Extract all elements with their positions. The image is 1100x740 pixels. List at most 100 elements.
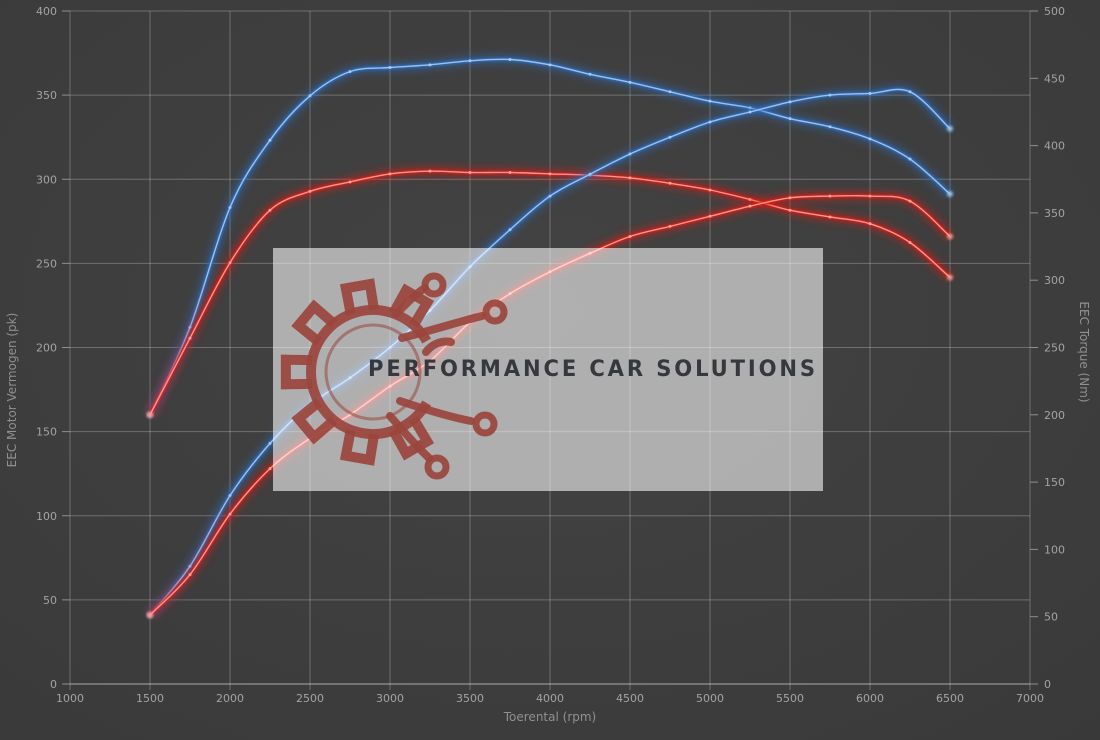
data-point [468,59,472,63]
watermark: PERFORMANCE CAR SOLUTIONS [273,248,823,491]
data-point [428,169,432,173]
curve-core [149,58,951,416]
y-left-tick-label: 0 [50,678,57,691]
y-left-tick-label: 100 [36,510,57,523]
data-point [348,70,352,74]
circuit-trace [422,337,455,356]
y-right-tick-label: 350 [1044,207,1065,220]
gear-tooth [339,428,380,466]
y-right-tick-label: 200 [1044,409,1065,422]
data-point [708,188,712,192]
data-point [628,176,632,180]
gear-ring [305,305,432,439]
x-tick-label: 1500 [136,692,164,705]
y-right-tick-label: 300 [1044,274,1065,287]
gear-tooth [291,398,338,445]
data-point [868,222,872,226]
data-point [788,208,792,212]
data-point [188,573,192,577]
data-point [228,261,232,265]
data-point [508,228,512,232]
data-point [268,441,272,445]
x-tick-label: 5000 [696,692,724,705]
data-point [868,91,872,95]
x-tick-label: 5500 [776,692,804,705]
data-point [628,80,632,84]
data-point [908,90,912,94]
gear-tooth [280,354,313,390]
y-right-tick-label: 400 [1044,140,1065,153]
circuit-trace [398,312,486,342]
data-point [548,194,552,198]
data-point [908,199,912,203]
data-point [147,411,153,418]
data-point [668,135,672,139]
x-tick-label: 6000 [856,692,884,705]
data-point [748,204,752,208]
curve-torque-tuned-blue [145,54,954,418]
y-left-tick-label: 400 [36,5,57,18]
data-point [308,94,312,98]
y-right-tick-label: 500 [1044,5,1065,18]
y-left-tick-label: 250 [36,257,57,270]
y-right-tick-label: 250 [1044,342,1065,355]
data-point [188,336,192,340]
data-point [788,100,792,104]
data-point [788,196,792,200]
data-point [708,99,712,103]
data-point [908,241,912,245]
x-tick-label: 1000 [56,692,84,705]
y-left-tick-label: 200 [36,342,57,355]
x-tick-label: 4500 [616,692,644,705]
circuit-trace [396,397,475,425]
y-right-tick-label: 450 [1044,72,1065,85]
data-point [708,214,712,218]
data-point [588,72,592,76]
circuit-node [472,411,498,437]
x-tick-label: 3500 [456,692,484,705]
curve-torque-stock-red [145,166,954,418]
y-left-tick-label: 350 [36,89,57,102]
data-point [708,120,712,124]
circuit-node [421,272,447,298]
data-point [508,171,512,175]
circuit-node [424,454,450,480]
data-point [828,194,832,198]
data-point [508,57,512,61]
left-axis-title: EEC Motor Vermogen (pk) [5,313,19,468]
x-tick-label: 6500 [936,692,964,705]
data-point [868,194,872,198]
data-point [268,208,272,212]
gear-tooth [339,278,380,316]
data-point [348,180,352,184]
gear-circuit-logo [280,272,508,480]
data-point [588,172,592,176]
data-point [788,117,792,121]
x-tick-label: 3000 [376,692,404,705]
data-point [828,93,832,97]
data-point [228,512,232,516]
data-point [947,233,953,240]
data-point [908,157,912,161]
right-axis-title: EEC Torque (Nm) [1077,301,1091,402]
data-point [628,152,632,156]
data-point [548,172,552,176]
y-right-tick-label: 50 [1044,611,1058,624]
data-point [628,234,632,238]
data-point [748,110,752,114]
x-tick-label: 4000 [536,692,564,705]
data-point [147,612,153,619]
data-point [668,90,672,94]
x-tick-label: 2500 [296,692,324,705]
data-point [748,197,752,201]
data-point [947,274,953,281]
axis-titles: Toerental (rpm) EEC Motor Vermogen (pk) … [5,301,1091,724]
data-point [947,125,953,132]
x-tick-label: 7000 [1016,692,1044,705]
data-point [828,215,832,219]
data-point [388,172,392,176]
gear-inner-circle [324,323,422,421]
data-point [228,494,232,498]
